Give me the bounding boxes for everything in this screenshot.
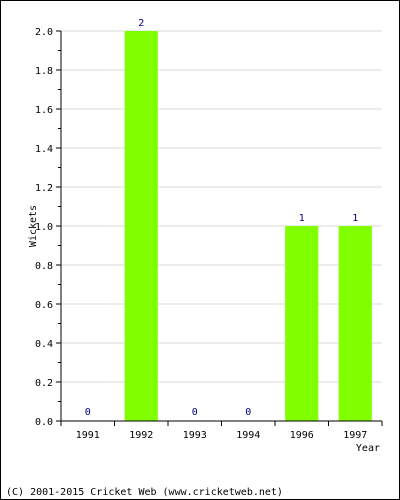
x-tick-label-1994: 1994 [236, 430, 260, 441]
grid-layer [61, 30, 382, 383]
x-tick-label-1997: 1997 [343, 430, 367, 441]
y-tick-label: 1.8 [35, 66, 53, 77]
y-tick-label: 0.2 [35, 378, 53, 389]
data-label-1991: 0 [85, 407, 91, 418]
bar-1996 [285, 226, 319, 421]
x-tick-label-1991: 1991 [76, 430, 100, 441]
y-tick-label: 1.4 [35, 144, 53, 155]
data-label-1993: 0 [192, 407, 198, 418]
x-axis-label: Year [356, 443, 380, 454]
data-label-1992: 2 [138, 18, 144, 29]
y-axis-label: Wickets [28, 205, 39, 247]
labels-layer: 0.0 0.2 0.4 0.6 0.8 1.0 1.2 1.4 1.6 1.8 2.0 1991 0 19… [35, 18, 367, 441]
y-tick-label: 0.6 [35, 300, 53, 311]
y-tick-label: 0.0 [35, 417, 53, 428]
y-tick-label: 1.0 [35, 222, 53, 233]
x-tick-label-1992: 1992 [129, 430, 153, 441]
x-tick-label-1996: 1996 [290, 430, 314, 441]
data-label-1994: 0 [245, 407, 251, 418]
y-tick-label: 1.2 [35, 183, 53, 194]
y-tick-label: 0.4 [35, 339, 53, 350]
bars-layer [124, 31, 372, 421]
bar-1997 [338, 226, 372, 421]
axes-layer [56, 30, 383, 426]
x-tick-label-1993: 1993 [183, 430, 207, 441]
data-label-1996: 1 [299, 213, 305, 224]
data-label-1997: 1 [352, 213, 358, 224]
y-tick-label: 2.0 [35, 27, 53, 38]
y-tick-label: 0.8 [35, 261, 53, 272]
bar-1992 [124, 31, 158, 421]
y-tick-label: 1.6 [35, 105, 53, 116]
copyright-footer: (C) 2001-2015 Cricket Web (www.cricketwe… [6, 487, 283, 498]
